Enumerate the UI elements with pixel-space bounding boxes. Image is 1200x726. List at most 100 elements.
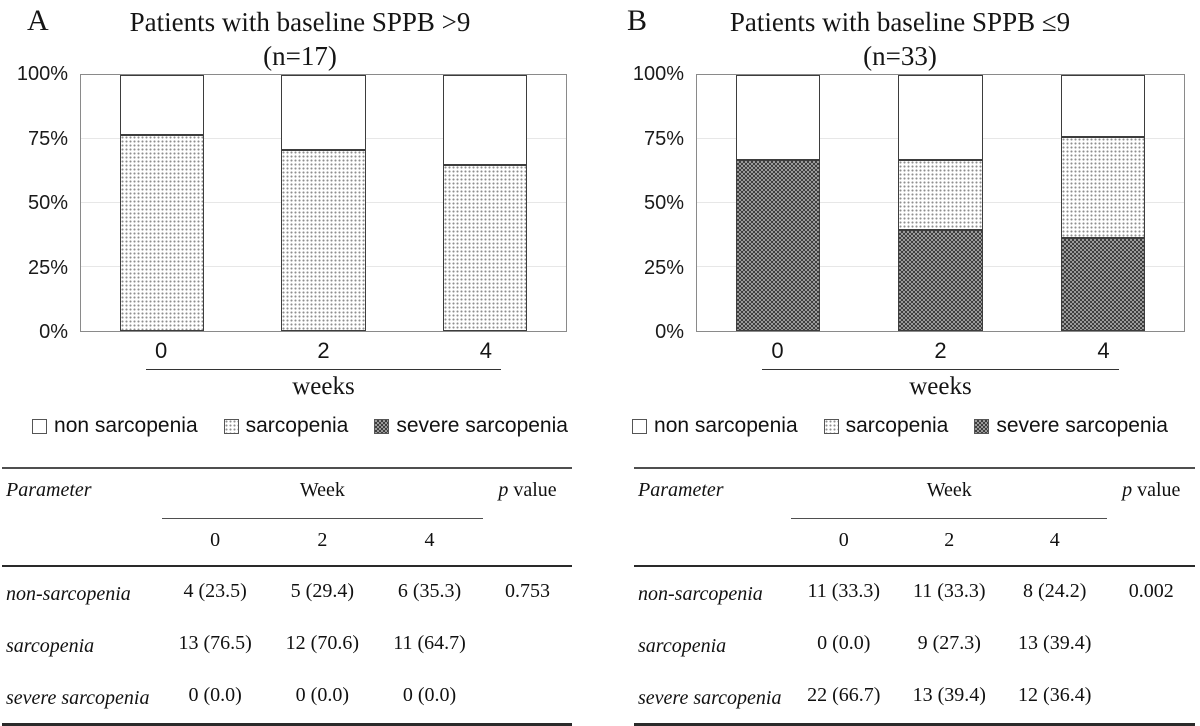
legend-swatch-sarcopenia-icon xyxy=(223,418,239,434)
legend-swatch-non-sarcopenia-icon xyxy=(632,418,648,434)
x-tick-label: 0 xyxy=(771,338,784,363)
table-cell: 12 (70.6) xyxy=(285,632,359,654)
table-header-p-value: p value xyxy=(498,479,557,501)
legend-swatch-non-sarcopenia-icon xyxy=(32,418,48,434)
plot-area xyxy=(696,74,1185,332)
table-row: sarcopenia 13 (76.5) 12 (70.6) 11 (64.7) xyxy=(2,619,572,671)
row-label: sarcopenia xyxy=(6,635,95,657)
y-tick-label: 0% xyxy=(655,321,684,343)
legend-label: sarcopenia xyxy=(245,414,349,437)
stats-table-a: Parameter Week p value 0 2 4 non-sarcope… xyxy=(2,467,572,726)
table-header-week: Week xyxy=(161,468,484,519)
table-cell: 0 (0.0) xyxy=(817,632,871,654)
panel-label: B xyxy=(627,4,648,37)
y-tick-label: 100% xyxy=(632,63,684,85)
table-subheader-week-4: 4 xyxy=(424,529,435,551)
p-value-cell xyxy=(1107,619,1195,671)
chart-title: Patients with baseline SPPB ≤9 xyxy=(729,7,1071,37)
table-cell: 11 (33.3) xyxy=(896,565,1002,619)
bar-slot xyxy=(1022,75,1184,331)
panel-label: A xyxy=(27,4,49,37)
x-axis: 0 2 4 weeks xyxy=(696,338,1185,401)
p-value-cell: 0.753 xyxy=(483,565,572,619)
legend-item: sarcopenia xyxy=(223,414,349,438)
table-header-week: Week xyxy=(791,468,1108,519)
p-value-cell: 0.002 xyxy=(1107,565,1195,619)
bar-segment-severe-sarcopenia xyxy=(1060,237,1146,331)
row-label: sarcopenia xyxy=(638,635,727,657)
p-value-cell xyxy=(1107,671,1195,723)
stacked-bar xyxy=(281,75,366,331)
y-tick-label: 25% xyxy=(643,256,684,279)
table-header-parameter: Parameter xyxy=(638,479,724,501)
bar-segment-sarcopenia xyxy=(443,165,528,331)
stacked-bar-chart: 0% 25% 50% 75% 100% xyxy=(600,64,1200,342)
x-tick-label: 4 xyxy=(479,338,492,363)
x-axis-divider xyxy=(145,369,502,370)
table-row: severe sarcopenia 0 (0.0) 0 (0.0) 0 (0.0) xyxy=(2,671,572,723)
table-subheader-week-4: 4 xyxy=(1049,529,1060,551)
plot-area xyxy=(80,74,567,332)
table-row: non-sarcopenia 4 (23.5) 5 (29.4) 6 (35.3) 0.… xyxy=(2,565,572,619)
table-cell: 12 (36.4) xyxy=(1018,684,1092,706)
row-label: non-sarcopenia xyxy=(2,565,162,619)
table-row: severe sarcopenia 22 (66.7) 13 (39.4) 12 (3… xyxy=(634,671,1195,723)
p-value-cell xyxy=(483,671,572,723)
x-axis-divider xyxy=(762,369,1119,370)
row-label: severe sarcopenia xyxy=(638,687,782,709)
legend-item: severe sarcopenia xyxy=(974,414,1168,438)
x-axis-label: weeks xyxy=(292,373,355,400)
bar-slot xyxy=(859,75,1021,331)
bar-segment-non-sarcopenia xyxy=(898,75,983,161)
legend-label: non sarcopenia xyxy=(654,414,798,437)
legend-swatch-sarcopenia-icon xyxy=(823,418,839,434)
legend-item: severe sarcopenia xyxy=(374,414,568,438)
x-axis: 0 2 4 weeks xyxy=(80,338,567,401)
table-cell: 11 (64.7) xyxy=(393,632,466,654)
stacked-bar xyxy=(1060,75,1146,331)
y-tick-label: 50% xyxy=(27,192,68,214)
y-tick-label: 25% xyxy=(27,256,68,279)
bar-segment-non-sarcopenia xyxy=(281,75,366,151)
table-row: sarcopenia 0 (0.0) 9 (27.3) 13 (39.4) xyxy=(634,619,1195,671)
p-value-cell xyxy=(483,619,572,671)
table-subheader-week-2: 2 xyxy=(317,529,328,551)
panel-b-header: B Patients with baseline SPPB ≤9 (n=33) xyxy=(600,0,1200,74)
legend-label: severe sarcopenia xyxy=(996,414,1168,437)
y-tick-label: 50% xyxy=(643,192,684,214)
legend-item: sarcopenia xyxy=(823,414,948,438)
table-header-parameter: Parameter xyxy=(6,479,92,501)
legend-label: severe sarcopenia xyxy=(396,414,568,437)
legend-item: non sarcopenia xyxy=(32,414,198,438)
table-cell: 13 (76.5) xyxy=(178,632,252,654)
table-cell: 0 (0.0) xyxy=(295,684,349,706)
panel-a: A Patients with baseline SPPB >9 (n=17) … xyxy=(0,0,600,726)
table-cell: 13 (39.4) xyxy=(1018,632,1092,654)
bar-segment-non-sarcopenia xyxy=(119,75,204,136)
table-cell: 0 (0.0) xyxy=(402,684,457,706)
y-tick-label: 100% xyxy=(16,63,68,85)
legend-swatch-severe-sarcopenia-icon xyxy=(974,418,990,434)
y-tick-label: 0% xyxy=(39,321,68,343)
bar-segment-non-sarcopenia xyxy=(1060,75,1146,137)
legend: non sarcopenia sarcopenia severe sarcopeni… xyxy=(0,411,600,441)
chart-title: Patients with baseline SPPB >9 xyxy=(129,7,471,37)
stacked-bar xyxy=(735,75,821,331)
row-label: severe sarcopenia xyxy=(6,687,150,709)
bar-segment-sarcopenia xyxy=(281,150,366,331)
bar-segment-severe-sarcopenia xyxy=(735,160,821,331)
table-cell: 11 (33.3) xyxy=(791,565,897,619)
legend: non sarcopenia sarcopenia severe sarcopeni… xyxy=(600,411,1200,441)
bar-segment-sarcopenia xyxy=(1060,136,1146,238)
stacked-bar xyxy=(443,75,528,331)
y-tick-label: 75% xyxy=(643,127,684,150)
bar-segment-sarcopenia xyxy=(119,135,204,331)
x-tick-labels: 0 2 4 xyxy=(696,338,1185,364)
bar-slot xyxy=(697,75,859,331)
x-tick-label: 0 xyxy=(155,338,168,363)
table-cell: 5 (29.4) xyxy=(268,565,376,619)
stacked-bar-chart: 0% 25% 50% 75% 100% xyxy=(0,64,600,342)
bar-segment-non-sarcopenia xyxy=(735,75,821,161)
row-label: non-sarcopenia xyxy=(634,565,792,619)
